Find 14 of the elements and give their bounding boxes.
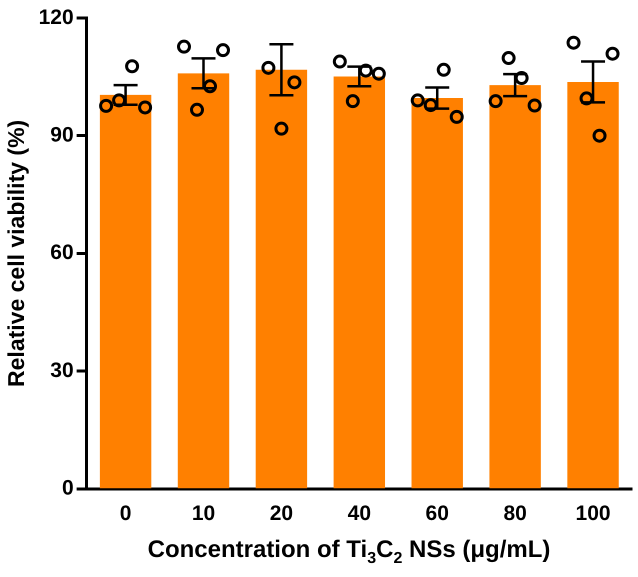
y-tick-label: 0 (62, 476, 74, 500)
x-tick-label: 0 (120, 502, 132, 526)
x-tick-label: 80 (503, 502, 527, 526)
x-tick-label: 100 (576, 502, 611, 526)
x-tick-label: 40 (348, 502, 371, 526)
x-tick-label: 10 (192, 502, 216, 526)
y-tick-label: 90 (50, 123, 74, 146)
y-tick-label: 60 (50, 241, 74, 264)
y-tick-label: 30 (50, 358, 74, 382)
x-axis-title: Concentration of Ti$_{3}$C$_{2}$ NSs (μg/mL) (146, 536, 552, 568)
x-tick-label: 60 (426, 502, 449, 526)
y-tick-label: 120 (38, 6, 74, 29)
x-tick-label: 20 (270, 502, 294, 526)
y-axis-title: Relative cell viability (%) (3, 120, 30, 387)
